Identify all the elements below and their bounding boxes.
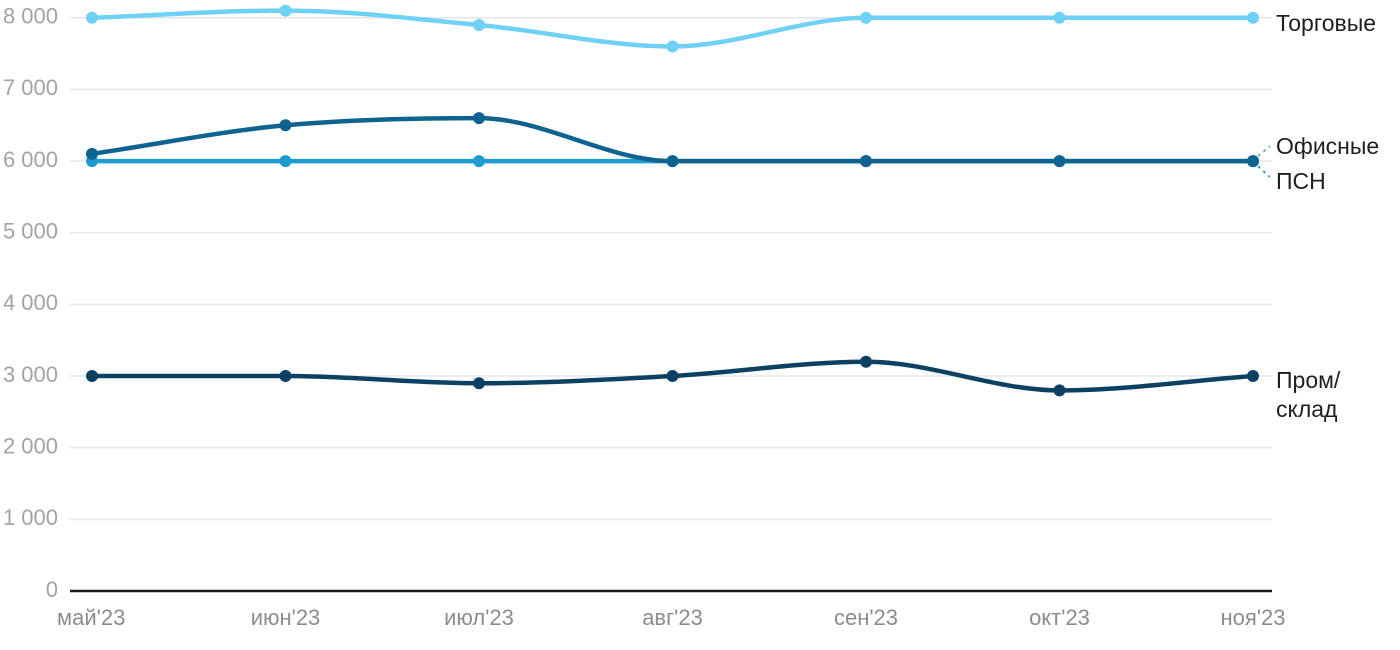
leader-line-ofisnye — [1257, 145, 1271, 157]
x-tick-label: сен'23 — [834, 605, 898, 630]
x-tick-label: май'23 — [57, 605, 125, 630]
data-point-torgovye[interactable] — [860, 11, 872, 24]
x-tick-label: июн'23 — [251, 605, 321, 630]
data-point-torgovye[interactable] — [279, 4, 292, 17]
data-point-ofisnye[interactable] — [1053, 155, 1066, 168]
x-tick-label: июл'23 — [444, 605, 514, 630]
x-tick-label: авг'23 — [642, 605, 703, 630]
data-point-prom-sklad[interactable] — [86, 370, 98, 382]
series-label-ofisnye: Офисные — [1276, 133, 1379, 159]
y-tick-label: 5 000 — [3, 219, 58, 244]
data-point-psn[interactable] — [473, 155, 485, 168]
series-line-ofisnye — [89, 115, 1256, 164]
data-point-ofisnye[interactable] — [860, 155, 872, 168]
data-point-prom-sklad[interactable] — [279, 370, 292, 382]
x-tick-label: ноя'23 — [1221, 605, 1286, 630]
y-tick-label: 2 000 — [3, 434, 58, 459]
y-tick-label: 0 — [46, 577, 58, 602]
leader-line-psn — [1257, 165, 1271, 178]
data-point-torgovye[interactable] — [666, 40, 679, 53]
data-point-ofisnye[interactable] — [473, 112, 485, 125]
data-point-torgovye[interactable] — [473, 19, 485, 31]
y-tick-label: 1 000 — [3, 505, 58, 530]
y-tick-label: 6 000 — [3, 147, 58, 172]
series-label-prom-sklad: Пром/склад — [1276, 367, 1341, 422]
data-point-ofisnye[interactable] — [279, 119, 292, 132]
y-tick-label: 3 000 — [3, 362, 58, 387]
data-point-psn[interactable] — [279, 155, 292, 168]
series-label-torgovye: Торговые — [1276, 10, 1376, 36]
data-point-ofisnye[interactable] — [666, 155, 679, 168]
data-point-torgovye[interactable] — [86, 11, 98, 24]
data-point-ofisnye[interactable] — [86, 147, 98, 160]
data-point-torgovye[interactable] — [1053, 11, 1066, 24]
x-tick-label: окт'23 — [1029, 605, 1090, 630]
data-point-prom-sklad[interactable] — [473, 377, 485, 390]
y-tick-label: 4 000 — [3, 290, 58, 315]
data-point-prom-sklad[interactable] — [1053, 384, 1066, 397]
data-point-prom-sklad[interactable] — [860, 355, 872, 368]
data-point-torgovye[interactable] — [1247, 11, 1259, 24]
data-point-prom-sklad[interactable] — [1247, 370, 1259, 382]
y-tick-label: 7 000 — [3, 75, 58, 100]
y-tick-label: 8 000 — [3, 4, 58, 29]
data-point-ofisnye[interactable] — [1247, 155, 1259, 168]
data-point-prom-sklad[interactable] — [666, 370, 679, 382]
series-label-psn: ПСН — [1276, 168, 1326, 194]
